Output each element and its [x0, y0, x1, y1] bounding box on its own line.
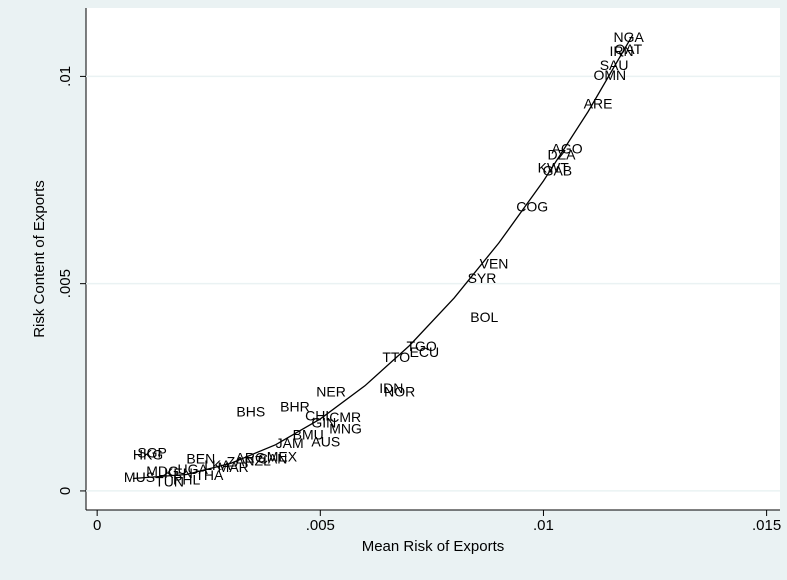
y-axis-title: Risk Content of Exports — [31, 180, 48, 338]
point-label: KWT — [538, 160, 570, 176]
point-label: SGP — [137, 444, 167, 460]
point-label: HKG — [133, 446, 163, 462]
point-label: AUS — [311, 434, 340, 450]
fit-line — [132, 34, 634, 480]
point-label: BHS — [236, 403, 265, 419]
x-axis-title: Mean Risk of Exports — [362, 538, 505, 555]
point-label: CMR — [329, 409, 361, 425]
point-label: NOR — [384, 383, 415, 399]
point-label: GAB — [543, 162, 573, 178]
point-label: IDN — [379, 380, 403, 396]
point-label: ECU — [410, 344, 440, 360]
point-label: NGA — [614, 29, 645, 45]
x-tick-label: 0 — [93, 517, 101, 534]
point-label: SYR — [468, 270, 497, 286]
y-tick-label: 0 — [57, 487, 74, 495]
point-label: GIN — [311, 414, 336, 430]
point-label: KEN — [164, 465, 193, 481]
point-label: MDG — [146, 463, 179, 479]
point-label: MEX — [267, 448, 298, 464]
point-label: COG — [516, 199, 548, 215]
x-tick-label: .015 — [752, 517, 781, 534]
point-label: BEN — [186, 451, 215, 467]
point-label: SAU — [600, 57, 629, 73]
x-tick-label: .005 — [306, 517, 335, 534]
x-tick-label: .01 — [533, 517, 554, 534]
point-label: TGO — [406, 338, 436, 354]
point-label: BOL — [470, 309, 498, 325]
point-label: JAM — [276, 435, 304, 451]
point-label: DZA — [547, 146, 576, 162]
point-label: AGO — [551, 140, 582, 156]
point-label: CAN — [258, 451, 288, 467]
point-label: NZL — [244, 453, 271, 469]
point-label: BHR — [280, 398, 310, 414]
point-label: MUS — [124, 469, 155, 485]
plot-area — [86, 8, 780, 510]
point-label: NER — [316, 383, 346, 399]
point-label: ARG — [236, 449, 266, 465]
point-label: THA — [195, 467, 224, 483]
y-tick-label: .01 — [57, 66, 74, 87]
y-tick-label: .005 — [57, 269, 74, 298]
point-label: MNG — [329, 420, 362, 436]
point-label: ARE — [584, 95, 613, 111]
point-label: CHL — [305, 407, 333, 423]
point-label: TUN — [155, 473, 184, 489]
point-label: UGA — [177, 461, 208, 477]
point-label: VEN — [480, 256, 509, 272]
point-label: IRN — [610, 43, 634, 59]
point-label: MAR — [218, 459, 249, 475]
